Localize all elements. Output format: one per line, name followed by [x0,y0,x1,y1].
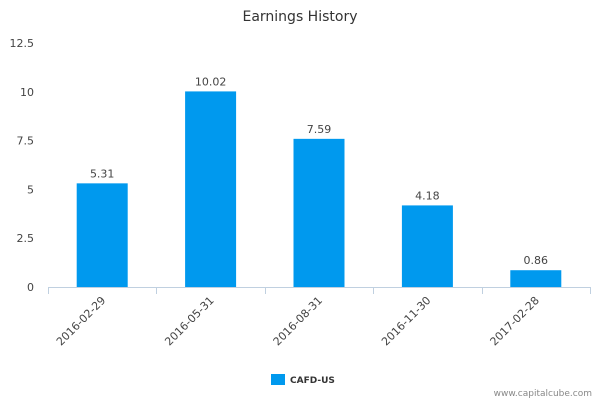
x-tick-label: 2016-05-31 [162,294,216,348]
x-axis-tick-marks [48,287,591,294]
y-tick-label: 0 [27,281,34,294]
x-axis-ticks: 2016-02-29 2016-05-31 2016-08-31 2016-11-30… [54,294,542,348]
y-tick-label: 10 [20,86,34,99]
legend-label-cafd-us[interactable]: CAFD-US [290,376,335,386]
y-axis-ticks: 0 2.5 5 7.5 10 12.5 [10,37,35,294]
y-tick-label: 2.5 [17,232,35,245]
bar[interactable] [401,205,453,287]
bar-value-label: 5.31 [90,167,115,180]
bar-value-label: 7.59 [307,123,332,136]
legend[interactable]: CAFD-US [271,374,335,386]
bar-value-label: 4.18 [415,189,440,202]
chart-title: Earnings History [242,9,357,25]
bar-value-label: 10.02 [195,75,227,88]
source-credit: www.capitalcube.com [494,389,592,399]
bar-series [76,91,562,287]
y-tick-label: 7.5 [17,135,35,148]
y-tick-label: 12.5 [10,37,35,50]
bar[interactable] [185,91,237,287]
bar-value-label: 0.86 [524,254,549,267]
bar[interactable] [510,270,562,287]
x-tick-label: 2017-02-28 [488,294,542,348]
bar[interactable] [76,183,128,287]
x-tick-label: 2016-08-31 [271,294,325,348]
data-labels: 5.31 10.02 7.59 4.18 0.86 [90,75,548,267]
bar[interactable] [293,138,345,287]
legend-swatch-cafd-us[interactable] [271,374,285,385]
x-tick-label: 2016-02-29 [54,294,108,348]
y-tick-label: 5 [27,183,34,196]
x-tick-label: 2016-11-30 [379,294,433,348]
